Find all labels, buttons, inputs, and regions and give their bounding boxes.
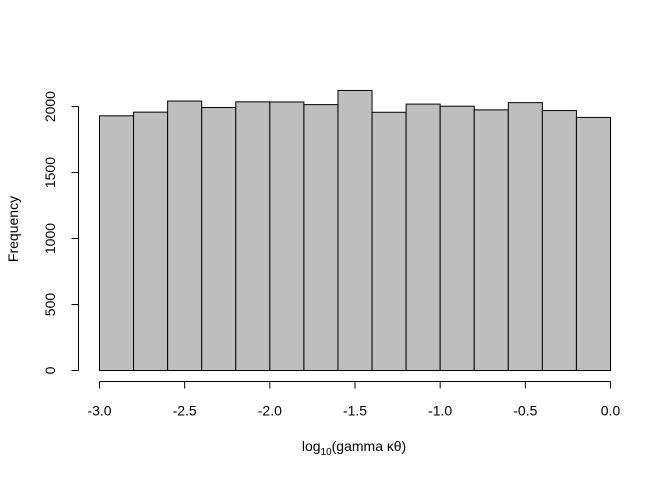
histogram-bar [507,102,543,371]
x-tick-label: -3.0 [87,403,111,419]
histogram-bar [541,110,577,371]
x-tick-label: -1.5 [343,403,367,419]
x-axis-title-subscript: 10 [321,447,333,458]
x-tick-label: -1.0 [428,403,452,419]
y-tick-label: 2000 [42,91,58,122]
x-axis-title-suffix: (gamma κθ) [332,438,407,454]
y-tick-label: 1000 [42,223,58,254]
histogram-bar [269,101,305,371]
x-tick-label: 0.0 [601,403,621,419]
histogram-bar [201,107,237,372]
y-tick-label: 1500 [42,157,58,188]
x-axis-title-prefix: log [302,438,321,454]
histogram-bar [575,116,612,371]
x-axis: -3.0 -2.5 -2.0 -1.5 -1.0 -0.5 0.0 [87,381,621,419]
x-tick-label: -2.0 [258,403,282,419]
histogram-bar [439,105,475,371]
histogram-bars [99,90,612,372]
histogram-bar [371,111,407,371]
histogram-bar [405,103,441,372]
histogram-bar [99,115,135,371]
x-tick-label: -2.5 [173,403,197,419]
y-tick-label: 0 [42,366,58,374]
histogram-bar [167,100,203,371]
histogram-bar [303,104,339,372]
histogram-bar [337,90,373,371]
x-axis-title: log10(gamma κθ) [302,438,406,458]
histogram-bar [235,101,271,372]
histogram-bar [133,111,169,372]
y-tick-label: 500 [42,293,58,317]
y-axis: 0 500 1000 1500 2000 [42,91,79,374]
x-tick-label: -0.5 [513,403,537,419]
y-axis-title: Frequency [5,196,21,262]
histogram-bar [473,109,509,372]
